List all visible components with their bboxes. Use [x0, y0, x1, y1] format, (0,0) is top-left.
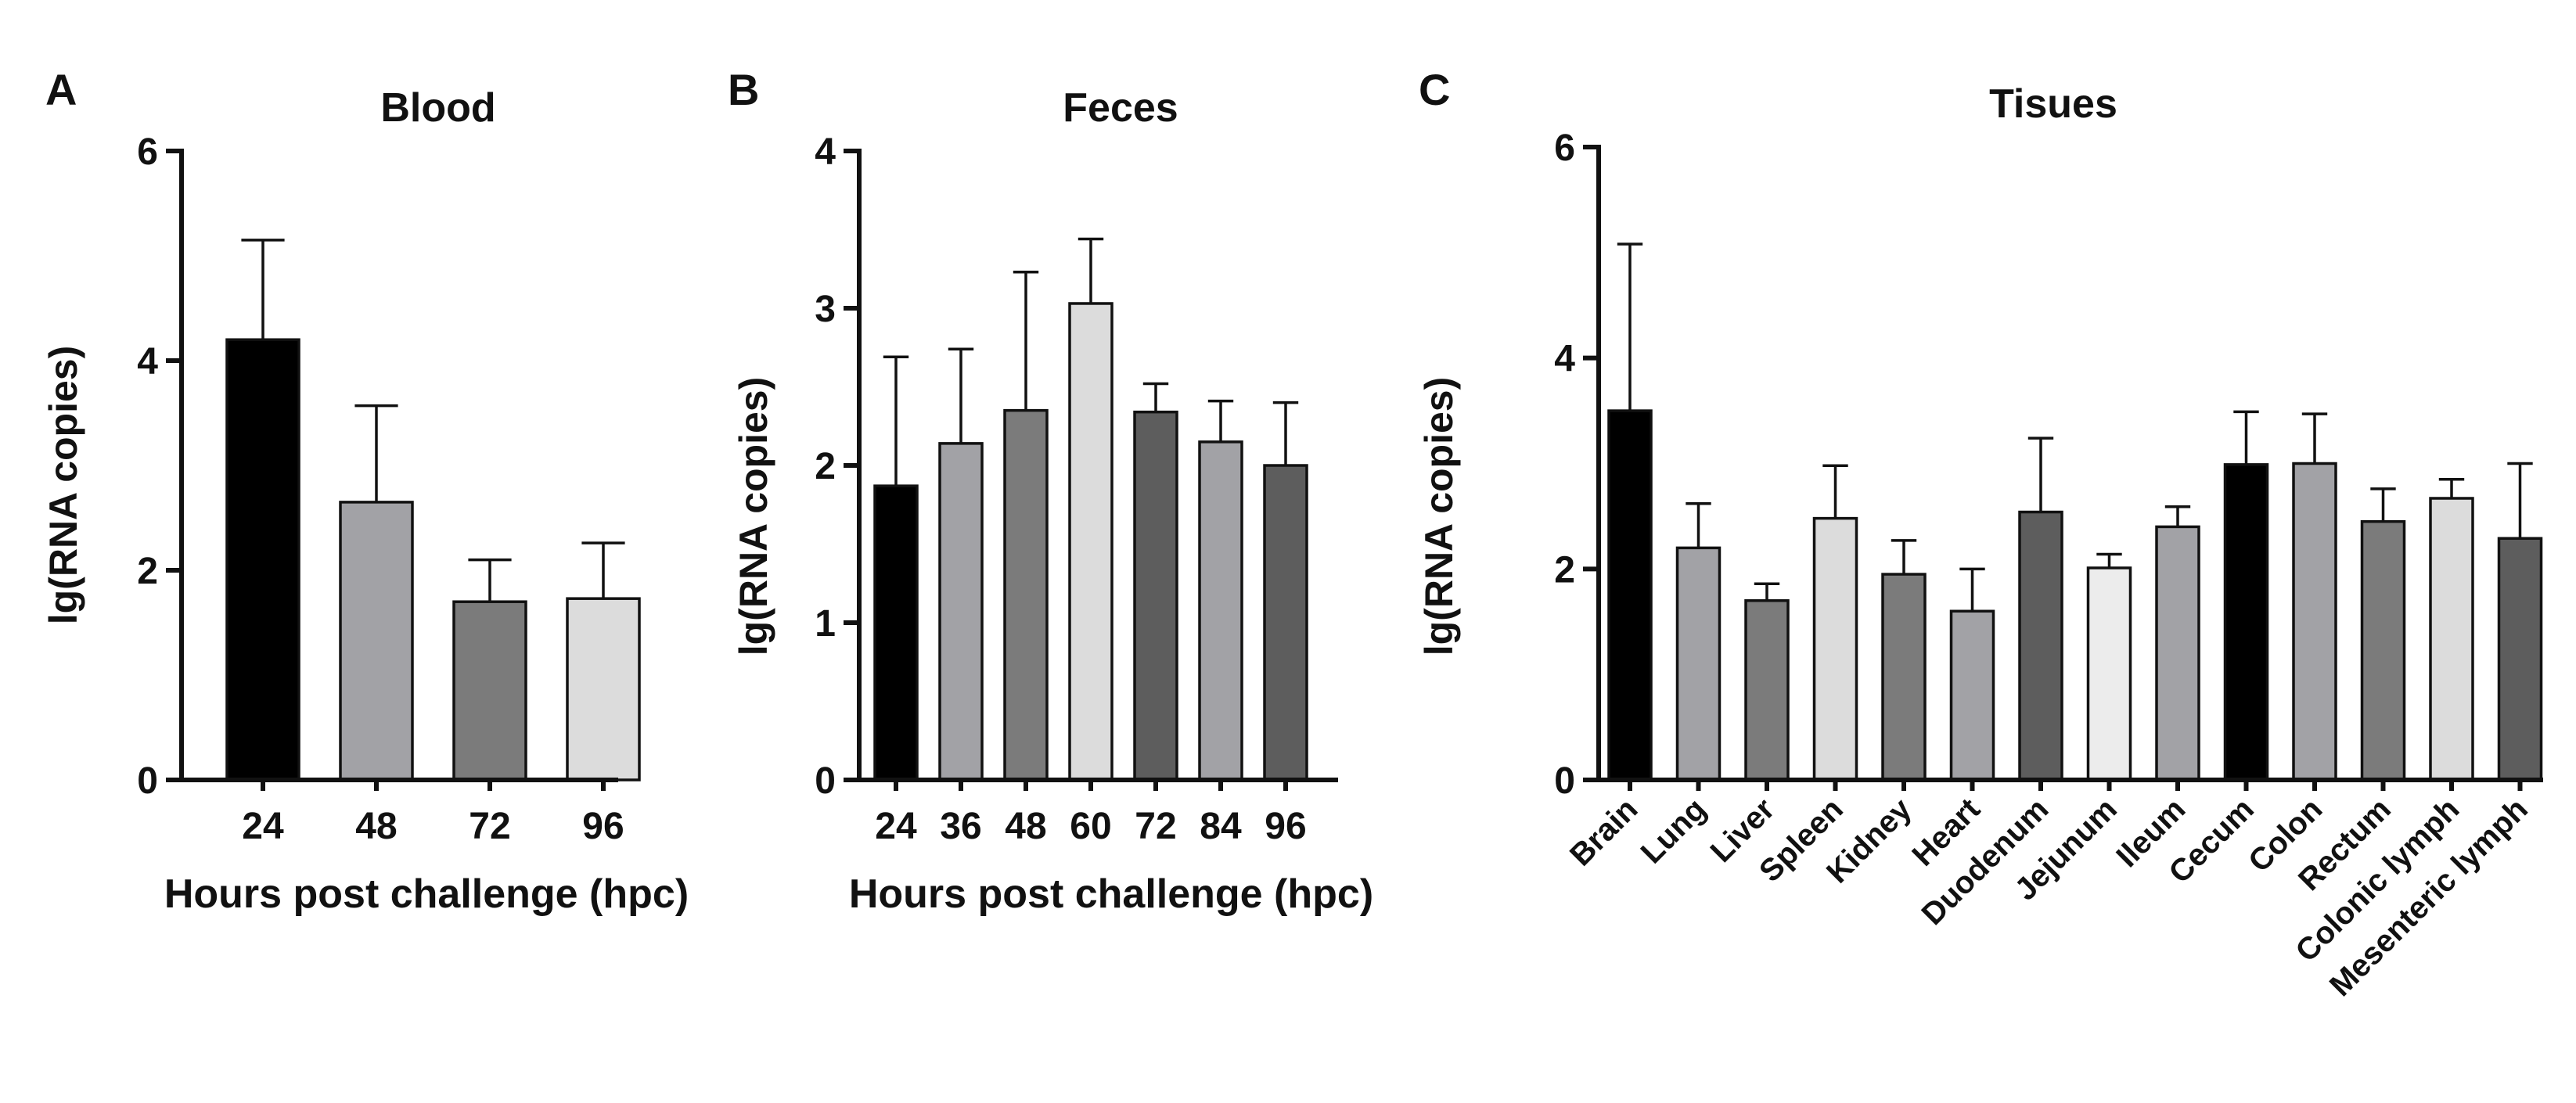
- panel-b-x-tick-label: 60: [1070, 806, 1111, 847]
- panel-b-error-bar: [1142, 382, 1169, 412]
- panel-b-bar: [1263, 464, 1308, 781]
- panel-c-bar: [1675, 546, 1722, 781]
- panel-c-error-bar: [1686, 501, 1711, 548]
- panel-b-x-axis-label: Hours post challenge (hpc): [849, 871, 1373, 917]
- panel-c-error-bar: [1754, 582, 1780, 601]
- panel-b-error-bar: [1013, 271, 1039, 411]
- panel-c-bar: [1881, 573, 1927, 781]
- panel-b-bar: [1198, 440, 1243, 781]
- panel-c-bar: [2360, 519, 2406, 781]
- panel-c-y-tick-label: 4: [1554, 339, 1575, 380]
- panel-c-bar: [1607, 409, 1653, 781]
- panel-a-x-tick-label: 48: [355, 806, 397, 847]
- panel-b-error-bar: [1207, 399, 1234, 442]
- panel-a-bar: [452, 600, 527, 781]
- panel-c-y-tick-label: 6: [1554, 128, 1575, 169]
- panel-a-x-tick-label: 24: [242, 806, 284, 847]
- panel-a-error-bar: [581, 541, 625, 599]
- panel-b-x-tick-label: 24: [875, 806, 917, 847]
- panel-c-bar: [1744, 599, 1790, 781]
- panel-c-bar: [2155, 525, 2200, 781]
- panel-b: B Feces lg(RNA copies) Hours post challe…: [728, 65, 1373, 917]
- panel-b-y-axis-label: lg(RNA copies): [732, 377, 775, 656]
- panel-b-error-bar: [883, 355, 909, 487]
- panel-b-y-tick-label: 1: [815, 603, 836, 645]
- panel-c-error-bar: [2370, 487, 2396, 522]
- panel-a-y-tick-label: 0: [137, 760, 158, 802]
- panel-a-title: Blood: [380, 85, 495, 131]
- panel-a-y-tick-label: 2: [137, 551, 158, 592]
- panel-b-x-tick-label: 36: [940, 806, 981, 847]
- panel-c-bar: [2429, 497, 2474, 781]
- panel-b-x-tick-label: 84: [1200, 806, 1242, 847]
- panel-c-bar: [2086, 566, 2132, 781]
- panel-c-y-tick-label: 2: [1554, 549, 1575, 591]
- panel-b-y-tick-label: 2: [815, 446, 836, 487]
- panel-c-bar: [2223, 463, 2269, 781]
- panel-b-error-bar: [1078, 237, 1104, 304]
- panel-b-x-tick-label: 96: [1265, 806, 1306, 847]
- panel-c-error-bar: [2164, 505, 2191, 527]
- panel-c-error-bar: [2438, 477, 2465, 498]
- panel-b-bar: [873, 484, 919, 781]
- panel-a-error-bar: [468, 558, 512, 602]
- panel-b-bar: [1133, 410, 1178, 781]
- panel-b-x-tick-label: 72: [1135, 806, 1176, 847]
- panel-c-error-bar: [1959, 567, 1985, 612]
- panel-b-y-tick-label: 3: [815, 289, 836, 330]
- panel-c-bar: [2292, 462, 2337, 781]
- panel-b-error-bar: [1272, 401, 1299, 465]
- panel-b-bar: [938, 442, 984, 781]
- panel-b-title: Feces: [1063, 85, 1178, 131]
- panel-c: C Tisues lg(RNA copies) BrainLungLiverSp…: [1417, 65, 2543, 1003]
- panel-a-y-tick-label: 4: [137, 341, 158, 383]
- panel-c-error-bar: [2301, 412, 2328, 464]
- panel-b-y-tick-label: 0: [815, 760, 836, 802]
- panel-a-error-bar: [241, 239, 285, 340]
- panel-a-x-tick-label: 72: [469, 806, 510, 847]
- panel-c-error-bar: [1891, 539, 1917, 575]
- panel-a-bar: [339, 501, 414, 781]
- panel-b-y-tick-label: 4: [815, 131, 836, 173]
- panel-c-title: Tisues: [1989, 81, 2117, 127]
- panel-c-error-bar: [2096, 552, 2122, 568]
- panel-a-bar: [225, 338, 300, 781]
- panel-c-bar: [2497, 537, 2543, 781]
- panel-c-x-tick-label: Lung: [1635, 792, 1713, 870]
- panel-c-error-bar: [1617, 243, 1643, 411]
- panel-a-x-axis-label: Hours post challenge (hpc): [164, 871, 689, 917]
- panel-b-error-bar: [948, 347, 974, 444]
- panel-c-bar: [2018, 510, 2063, 781]
- panel-c-error-bar: [2027, 437, 2054, 512]
- panel-a: A Blood lg(RNA copies) Hours post challe…: [41, 65, 689, 917]
- panel-c-letter: C: [1419, 65, 1450, 114]
- panel-a-error-bar: [354, 404, 398, 502]
- panel-c-bar: [1949, 609, 1995, 781]
- panel-c-y-axis-label: lg(RNA copies): [1417, 377, 1461, 656]
- panel-b-bar: [1068, 302, 1114, 781]
- panel-a-y-tick-label: 6: [137, 131, 158, 173]
- panel-c-error-bar: [1822, 464, 1848, 519]
- panel-b-letter: B: [728, 65, 759, 114]
- panel-c-y-tick-label: 0: [1554, 760, 1575, 802]
- panel-a-x-tick-label: 96: [582, 806, 624, 847]
- panel-c-bar: [1812, 516, 1858, 781]
- panel-b-x-tick-label: 48: [1005, 806, 1046, 847]
- panel-c-error-bar: [2233, 410, 2259, 465]
- panel-a-y-axis-label: lg(RNA copies): [41, 346, 85, 625]
- panel-a-letter: A: [45, 65, 77, 114]
- panel-c-error-bar: [2507, 462, 2533, 539]
- panel-a-bar: [566, 597, 641, 781]
- panel-c-x-tick-label: Brain: [1563, 792, 1644, 872]
- panel-b-bar: [1003, 408, 1049, 781]
